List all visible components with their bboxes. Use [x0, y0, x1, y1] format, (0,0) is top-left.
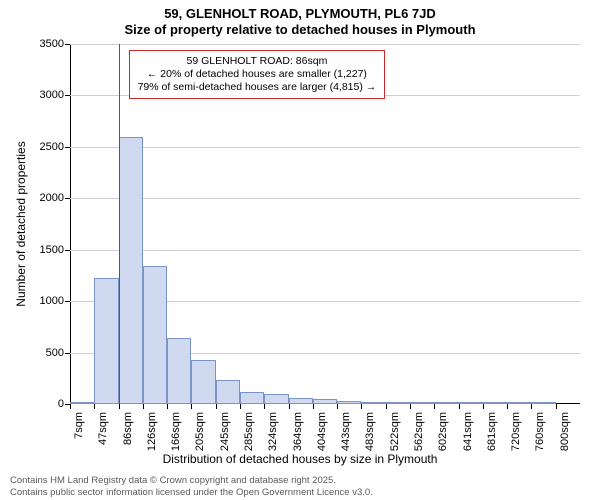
- x-tick-mark: [556, 404, 557, 409]
- y-gridline: [70, 44, 580, 45]
- x-tick-label: 800sqm: [559, 412, 571, 451]
- x-tick-label: 7sqm: [73, 412, 85, 439]
- x-tick-mark: [337, 404, 338, 409]
- chart-title-line2: Size of property relative to detached ho…: [0, 22, 600, 37]
- x-tick-label: 285sqm: [243, 412, 255, 451]
- histogram-bar: [531, 402, 555, 404]
- x-tick-label: 205sqm: [194, 412, 206, 451]
- x-tick-label: 602sqm: [437, 412, 449, 451]
- histogram-bar: [483, 402, 507, 404]
- y-tick-mark: [65, 250, 70, 251]
- x-tick-label: 443sqm: [340, 412, 352, 451]
- x-tick-mark: [483, 404, 484, 409]
- x-tick-mark: [410, 404, 411, 409]
- reference-marker-line: [119, 44, 120, 404]
- histogram-bar: [337, 401, 361, 404]
- y-tick-label: 3500: [30, 38, 64, 50]
- footer-line1: Contains HM Land Registry data © Crown c…: [10, 475, 373, 486]
- x-tick-mark: [459, 404, 460, 409]
- x-tick-label: 562sqm: [413, 412, 425, 451]
- x-tick-label: 86sqm: [122, 412, 134, 445]
- x-tick-mark: [361, 404, 362, 409]
- x-tick-mark: [434, 404, 435, 409]
- x-tick-mark: [531, 404, 532, 409]
- x-tick-mark: [386, 404, 387, 409]
- x-tick-label: 404sqm: [316, 412, 328, 451]
- x-tick-mark: [216, 404, 217, 409]
- x-axis-label: Distribution of detached houses by size …: [0, 452, 600, 466]
- y-tick-mark: [65, 95, 70, 96]
- x-tick-label: 681sqm: [486, 412, 498, 451]
- histogram-bar: [289, 398, 313, 404]
- histogram-bar: [313, 399, 337, 404]
- histogram-bar: [94, 278, 118, 405]
- x-tick-label: 245sqm: [219, 412, 231, 451]
- y-tick-label: 1000: [30, 295, 64, 307]
- histogram-bar: [410, 402, 434, 404]
- histogram-bar: [191, 360, 215, 404]
- histogram-bar: [70, 402, 94, 404]
- x-tick-label: 364sqm: [292, 412, 304, 451]
- histogram-bar: [216, 380, 240, 404]
- y-tick-label: 0: [30, 398, 64, 410]
- histogram-bar: [143, 266, 167, 404]
- x-tick-label: 324sqm: [267, 412, 279, 451]
- x-tick-mark: [289, 404, 290, 409]
- histogram-bar: [240, 392, 264, 404]
- y-tick-mark: [65, 44, 70, 45]
- y-gridline: [70, 147, 580, 148]
- x-tick-mark: [507, 404, 508, 409]
- chart-title-line1: 59, GLENHOLT ROAD, PLYMOUTH, PL6 7JD: [0, 6, 600, 21]
- footer-line2: Contains public sector information licen…: [10, 487, 373, 498]
- y-tick-mark: [65, 198, 70, 199]
- chart-footer: Contains HM Land Registry data © Crown c…: [10, 475, 373, 498]
- x-tick-label: 47sqm: [97, 412, 109, 445]
- histogram-bar: [386, 402, 410, 404]
- x-tick-label: 522sqm: [389, 412, 401, 451]
- x-tick-label: 720sqm: [510, 412, 522, 451]
- y-tick-mark: [65, 301, 70, 302]
- y-tick-label: 3000: [30, 89, 64, 101]
- histogram-bar: [264, 394, 288, 404]
- x-tick-label: 641sqm: [462, 412, 474, 451]
- marker-annotation: 59 GLENHOLT ROAD: 86sqm← 20% of detached…: [129, 50, 386, 99]
- y-tick-label: 2000: [30, 192, 64, 204]
- y-axis-line: [70, 44, 71, 404]
- x-tick-label: 166sqm: [170, 412, 182, 451]
- x-tick-mark: [143, 404, 144, 409]
- x-tick-label: 760sqm: [534, 412, 546, 451]
- plot-area: 05001000150020002500300035007sqm47sqm86s…: [70, 44, 580, 404]
- annotation-smaller: ← 20% of detached houses are smaller (1,…: [138, 68, 377, 81]
- y-tick-label: 500: [30, 347, 64, 359]
- y-tick-label: 2500: [30, 141, 64, 153]
- x-tick-mark: [94, 404, 95, 409]
- x-tick-mark: [119, 404, 120, 409]
- x-tick-mark: [70, 404, 71, 409]
- annotation-larger: 79% of semi-detached houses are larger (…: [138, 81, 377, 94]
- histogram-bar: [167, 338, 191, 404]
- y-tick-mark: [65, 147, 70, 148]
- histogram-bar: [459, 402, 483, 404]
- histogram-bar: [119, 137, 143, 404]
- x-tick-mark: [191, 404, 192, 409]
- histogram-bar: [434, 402, 458, 404]
- x-tick-label: 483sqm: [364, 412, 376, 451]
- x-tick-label: 126sqm: [146, 412, 158, 451]
- y-tick-mark: [65, 353, 70, 354]
- x-tick-mark: [167, 404, 168, 409]
- histogram-bar: [507, 402, 531, 404]
- x-tick-mark: [264, 404, 265, 409]
- y-tick-label: 1500: [30, 244, 64, 256]
- x-tick-mark: [313, 404, 314, 409]
- x-tick-mark: [240, 404, 241, 409]
- y-axis-label: Number of detached properties: [14, 141, 28, 306]
- y-gridline: [70, 250, 580, 251]
- y-gridline: [70, 198, 580, 199]
- property-size-chart: 59, GLENHOLT ROAD, PLYMOUTH, PL6 7JD Siz…: [0, 0, 600, 500]
- annotation-title: 59 GLENHOLT ROAD: 86sqm: [138, 55, 377, 68]
- histogram-bar: [361, 402, 385, 404]
